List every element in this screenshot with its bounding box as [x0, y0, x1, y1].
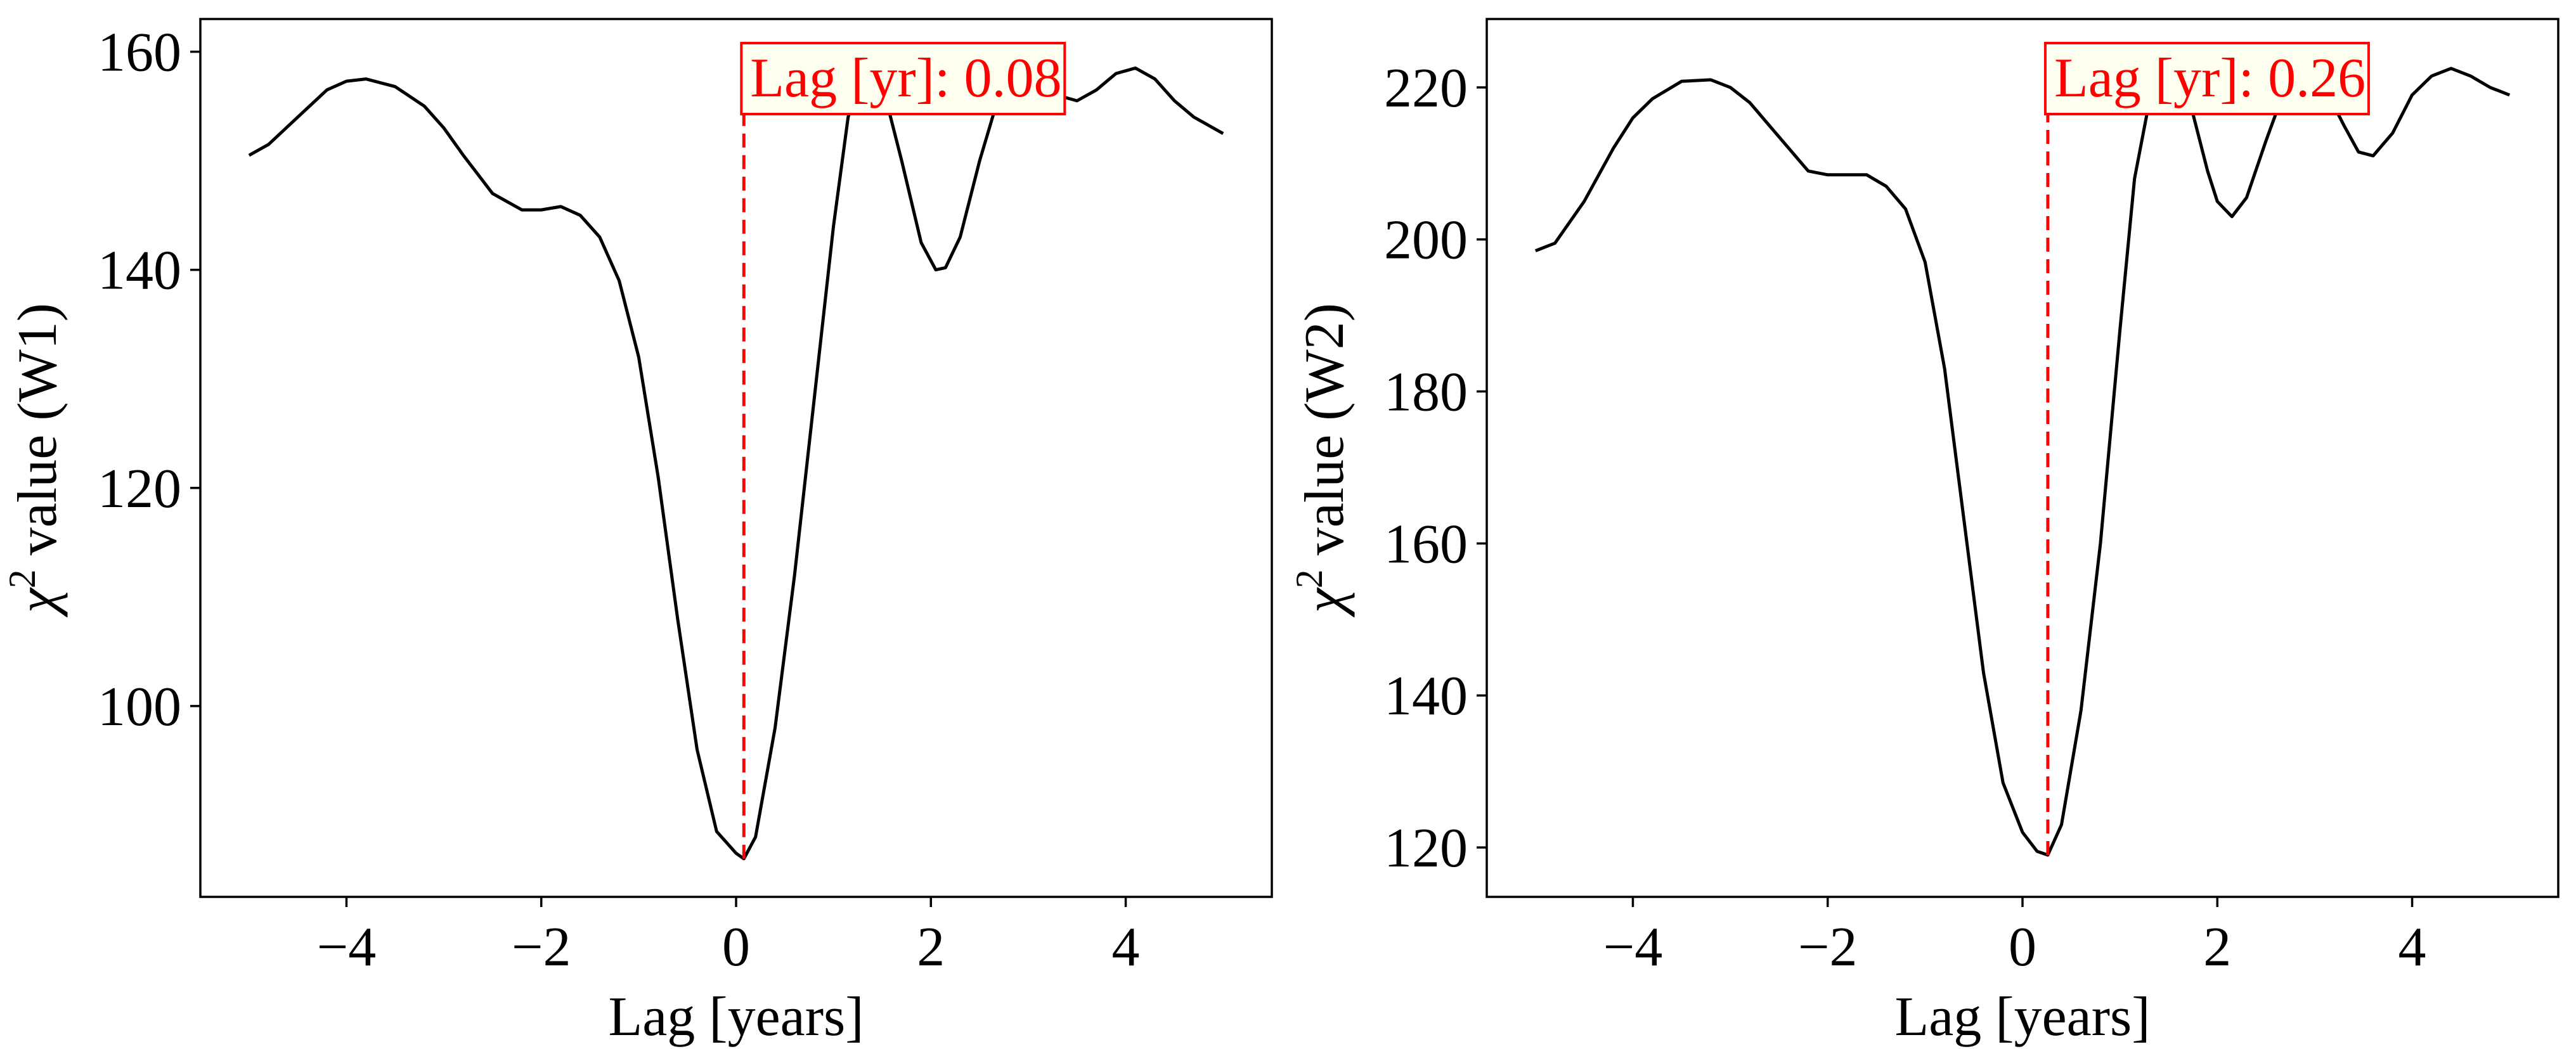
y-tick-label: 160	[98, 22, 181, 84]
x-tick-label: 0	[722, 917, 750, 978]
lag-annotation-box	[2043, 42, 2370, 115]
x-tick-label: −4	[317, 917, 377, 978]
lag-annotation-text: Lag [yr]: 0.08	[750, 48, 1061, 109]
x-tick-label: 4	[1112, 917, 1140, 978]
x-tick-label: 2	[2203, 917, 2231, 978]
y-tick-label: 180	[1384, 362, 1468, 423]
x-axis-label: Lag [years]	[608, 986, 864, 1048]
y-axis-label: χ2 value (W1)	[1, 303, 68, 618]
axes-frame	[1485, 18, 2560, 898]
y-tick-label: 100	[98, 676, 181, 738]
y-tick-label: 160	[1384, 513, 1468, 575]
x-tick-label: −2	[1798, 917, 1858, 978]
lag-annotation-text: Lag [yr]: 0.26	[2054, 48, 2366, 109]
y-tick-label: 220	[1384, 58, 1468, 119]
y-tick-label: 140	[98, 240, 181, 302]
chi2-curve	[248, 66, 1224, 861]
axes-frame	[199, 18, 1273, 898]
x-axis-label: Lag [years]	[1894, 986, 2150, 1048]
chart-panel-w2: Lag [yr]: 0.26 −4 −2 0 2 4 120 140 160 180 200 220 L…	[1288, 18, 2560, 1048]
x-tick-label: 2	[917, 917, 945, 978]
x-tick-label: 4	[2398, 917, 2426, 978]
y-tick-label: 120	[98, 458, 181, 520]
chart-panel-w1: Lag [yr]: 0.08 −4 −2 0 2 4 100 120 140 160 Lag [ye…	[1, 18, 1273, 1048]
x-tick-label: −4	[1603, 917, 1663, 978]
x-tick-label: 0	[2009, 917, 2036, 978]
y-axis-label: χ2 value (W2)	[1288, 303, 1356, 618]
y-tick-label: 200	[1384, 210, 1468, 271]
y-tick-label: 140	[1384, 666, 1468, 727]
y-tick-label: 120	[1384, 818, 1468, 879]
lag-annotation-box	[740, 42, 1066, 115]
x-tick-label: −2	[512, 917, 571, 978]
chi2-curve	[1534, 67, 2511, 857]
